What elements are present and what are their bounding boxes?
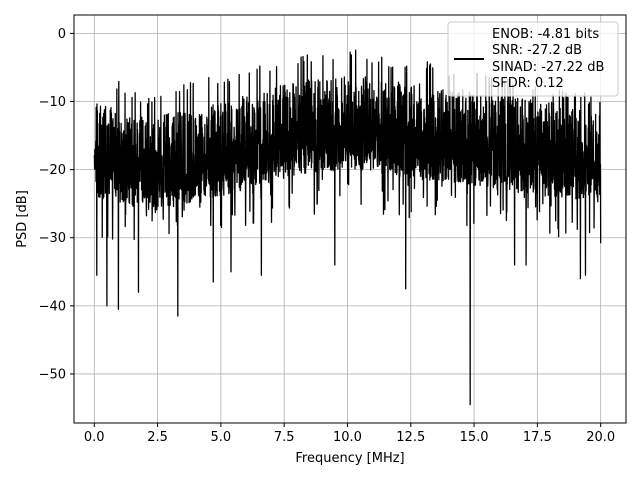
x-tick-label: 7.5: [274, 430, 295, 445]
y-tick-label: −10: [39, 95, 66, 110]
legend-sinad: SINAD: -27.22 dB: [492, 60, 604, 75]
legend-box: [447, 21, 619, 97]
y-tick-label: −20: [39, 163, 66, 178]
x-axis: 0.0 2.5 5.0 7.5 10.0 12.5 15.0 17.5 20.0: [84, 423, 615, 445]
x-tick-label: 15.0: [460, 430, 489, 445]
x-tick-label: 12.5: [396, 430, 425, 445]
psd-series-line: [93, 49, 602, 406]
x-tick-label: 20.0: [586, 430, 615, 445]
y-tick-label: −40: [39, 299, 66, 314]
legend-enob: ENOB: -4.81 bits: [492, 27, 599, 42]
legend: ENOB: -4.81 bits SNR: -27.2 dB SINAD: -2…: [447, 21, 619, 97]
legend-sfdr: SFDR: 0.12: [492, 76, 564, 91]
y-tick-label: −50: [39, 367, 66, 382]
y-axis: 0 −10 −20 −30 −40 −50: [39, 27, 74, 382]
y-tick-label: 0: [58, 27, 66, 42]
y-axis-label: PSD [dB]: [15, 190, 30, 248]
x-axis-label: Frequency [MHz]: [295, 451, 404, 466]
x-tick-label: 17.5: [523, 430, 552, 445]
x-tick-label: 2.5: [147, 430, 168, 445]
x-tick-label: 0.0: [84, 430, 105, 445]
plot-area: [93, 49, 602, 406]
x-tick-label: 5.0: [211, 430, 232, 445]
axes-frame: [73, 14, 627, 424]
y-tick-label: −30: [39, 231, 66, 246]
legend-snr: SNR: -27.2 dB: [492, 43, 582, 58]
x-tick-label: 10.0: [333, 430, 362, 445]
